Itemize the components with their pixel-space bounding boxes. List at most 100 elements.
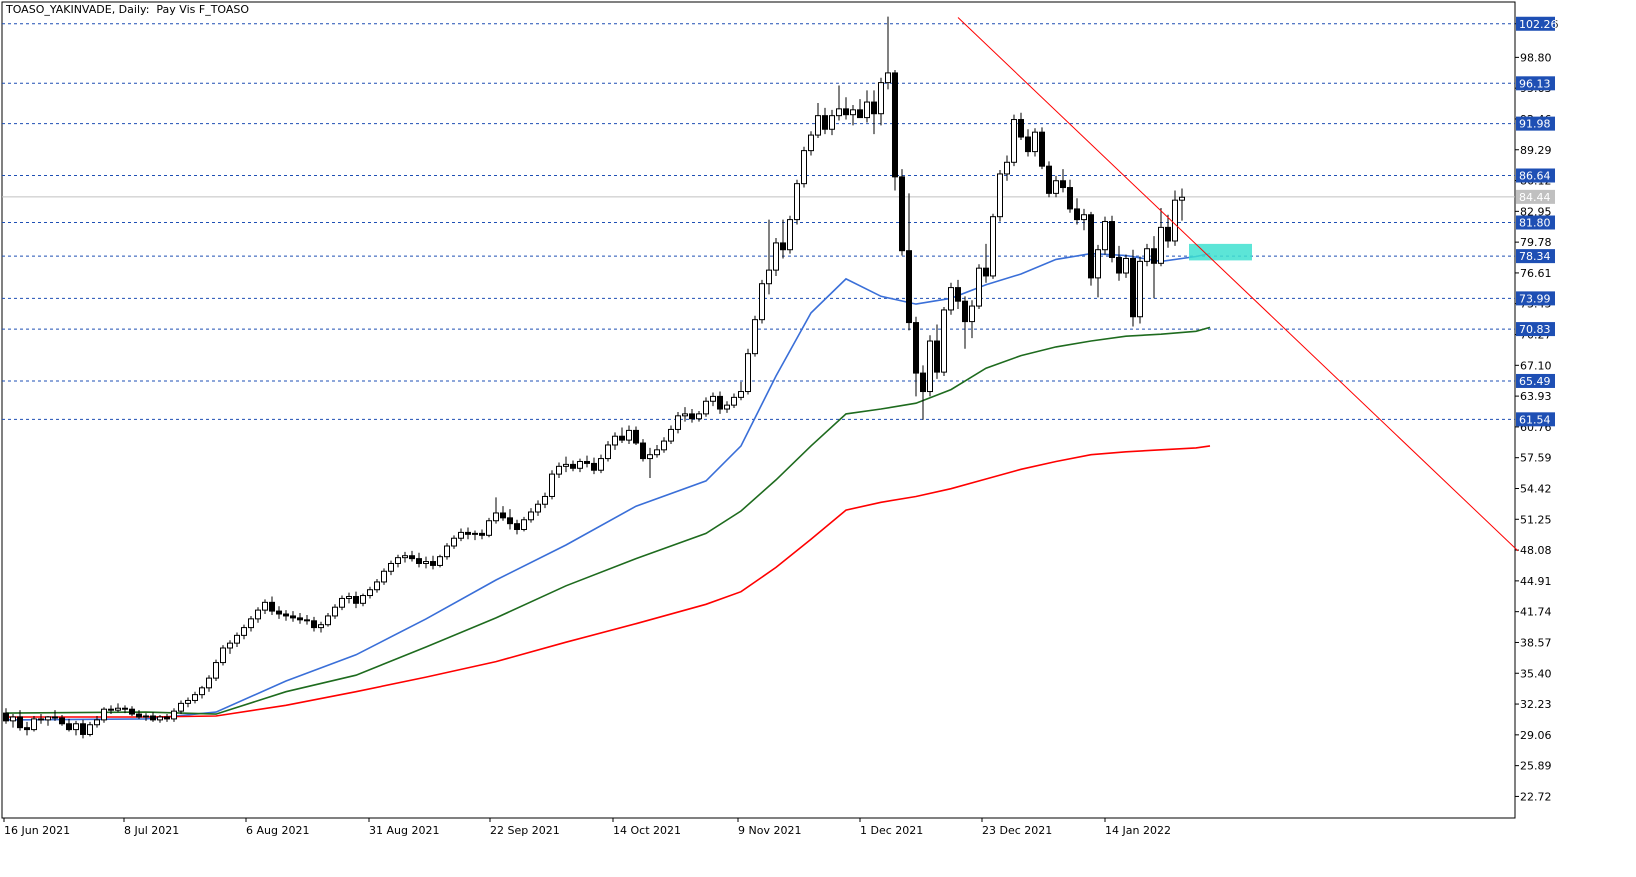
- x-tick-label: 14 Oct 2021: [613, 824, 681, 837]
- candle-bearish: [129, 708, 135, 715]
- candle-bullish: [801, 150, 807, 185]
- candle-bullish: [444, 545, 450, 558]
- candle-bullish: [367, 589, 373, 597]
- moving-average-line: [6, 445, 1211, 718]
- candle-bearish: [311, 620, 317, 629]
- candle-bullish: [192, 694, 198, 701]
- candle-bullish: [1102, 221, 1108, 251]
- candle-bullish: [388, 562, 394, 572]
- candle-bullish: [654, 449, 660, 456]
- price-level-tag: [1516, 249, 1555, 264]
- y-tick-label: 57.59: [1520, 452, 1552, 465]
- candle-bullish: [703, 400, 709, 415]
- candle-bearish: [934, 340, 940, 373]
- x-tick-label: 23 Dec 2021: [982, 824, 1052, 837]
- y-tick-label: 35.40: [1520, 667, 1552, 680]
- candle-bearish: [619, 435, 625, 441]
- candle-bullish: [990, 216, 996, 277]
- candle-bullish: [976, 267, 982, 307]
- candle-bullish: [157, 716, 163, 721]
- price-level-tag: [1516, 373, 1555, 388]
- candle-bullish: [836, 108, 842, 117]
- candle-bullish: [143, 715, 149, 718]
- candle-bullish: [626, 429, 632, 441]
- candle-bearish: [955, 287, 961, 302]
- candle-bearish: [24, 727, 30, 731]
- candle-bullish: [374, 581, 380, 591]
- candle-bearish: [416, 558, 422, 564]
- candle-bullish: [682, 413, 688, 417]
- price-level-tag: [1516, 291, 1555, 306]
- candle-bullish: [997, 173, 1003, 218]
- candle-bearish: [899, 176, 905, 252]
- candle-bullish: [185, 699, 191, 704]
- candle-bullish: [542, 495, 548, 505]
- x-tick-label: 31 Aug 2021: [369, 824, 439, 837]
- candle-bearish: [1109, 221, 1115, 258]
- candle-bearish: [3, 712, 9, 722]
- candle-bullish: [1123, 257, 1129, 274]
- candle-bullish: [381, 570, 387, 583]
- y-tick-label: 51.25: [1520, 513, 1552, 526]
- candle-bullish: [437, 556, 443, 566]
- candle-bullish: [423, 561, 429, 564]
- candle-bullish: [745, 353, 751, 393]
- candle-bullish: [521, 519, 527, 530]
- candle-bullish: [605, 444, 611, 460]
- candle-bullish: [598, 458, 604, 471]
- candle-bullish: [1137, 260, 1143, 318]
- trend-line: [957, 17, 1519, 552]
- y-tick-label: 32.23: [1520, 698, 1552, 711]
- candle-bullish: [451, 537, 457, 547]
- moving-average-line: [5, 252, 1211, 721]
- candle-bearish: [1060, 180, 1066, 189]
- y-tick-label: 67.10: [1520, 359, 1552, 372]
- candle-bullish: [941, 309, 947, 373]
- x-tick-label: 8 Jul 2021: [124, 824, 179, 837]
- candle-bearish: [465, 531, 471, 535]
- y-tick-label: 54.42: [1520, 482, 1552, 495]
- price-level-label: 91.98: [1519, 118, 1551, 131]
- candle-bearish: [983, 267, 989, 277]
- price-level-tag: [1516, 76, 1555, 91]
- y-tick-label: 38.57: [1520, 636, 1552, 649]
- candle-bullish: [738, 391, 744, 398]
- price-level-label: 73.99: [1519, 292, 1551, 305]
- candle-bearish: [689, 413, 695, 420]
- candle-bearish: [1067, 187, 1073, 210]
- candle-bearish: [290, 615, 296, 619]
- candle-bearish: [1039, 131, 1045, 167]
- price-level-label: 96.13: [1519, 77, 1551, 90]
- candle-bullish: [94, 719, 100, 726]
- candle-bearish: [1130, 257, 1136, 318]
- candle-bullish: [948, 287, 954, 311]
- y-tick-label: 22.72: [1520, 790, 1552, 803]
- x-tick-label: 6 Aug 2021: [246, 824, 309, 837]
- candle-bullish: [766, 269, 772, 285]
- candle-bullish: [402, 555, 408, 559]
- candle-bullish: [199, 687, 205, 696]
- candle-bullish: [787, 219, 793, 251]
- candle-bullish: [220, 647, 226, 664]
- candle-bullish: [808, 134, 814, 152]
- candle-bearish: [892, 72, 898, 178]
- candle-bullish: [206, 677, 212, 689]
- x-tick-label: 1 Dec 2021: [860, 824, 923, 837]
- candle-bullish: [1081, 214, 1087, 221]
- price-level-tag: [1516, 322, 1555, 337]
- candle-bullish: [255, 609, 261, 620]
- candle-bullish: [885, 72, 891, 84]
- candle-bearish: [1165, 226, 1171, 242]
- y-tick-label: 25.89: [1520, 760, 1552, 773]
- candle-bearish: [66, 723, 72, 731]
- candle-bullish: [213, 662, 219, 679]
- price-level-tag: [1516, 16, 1555, 31]
- price-level-label: 70.83: [1519, 323, 1551, 336]
- candle-bullish: [731, 396, 737, 406]
- candle-bearish: [304, 619, 310, 622]
- candle-bullish: [878, 82, 884, 115]
- candle-bearish: [906, 250, 912, 324]
- candle-bearish: [843, 108, 849, 116]
- candle-bullish: [1158, 226, 1164, 264]
